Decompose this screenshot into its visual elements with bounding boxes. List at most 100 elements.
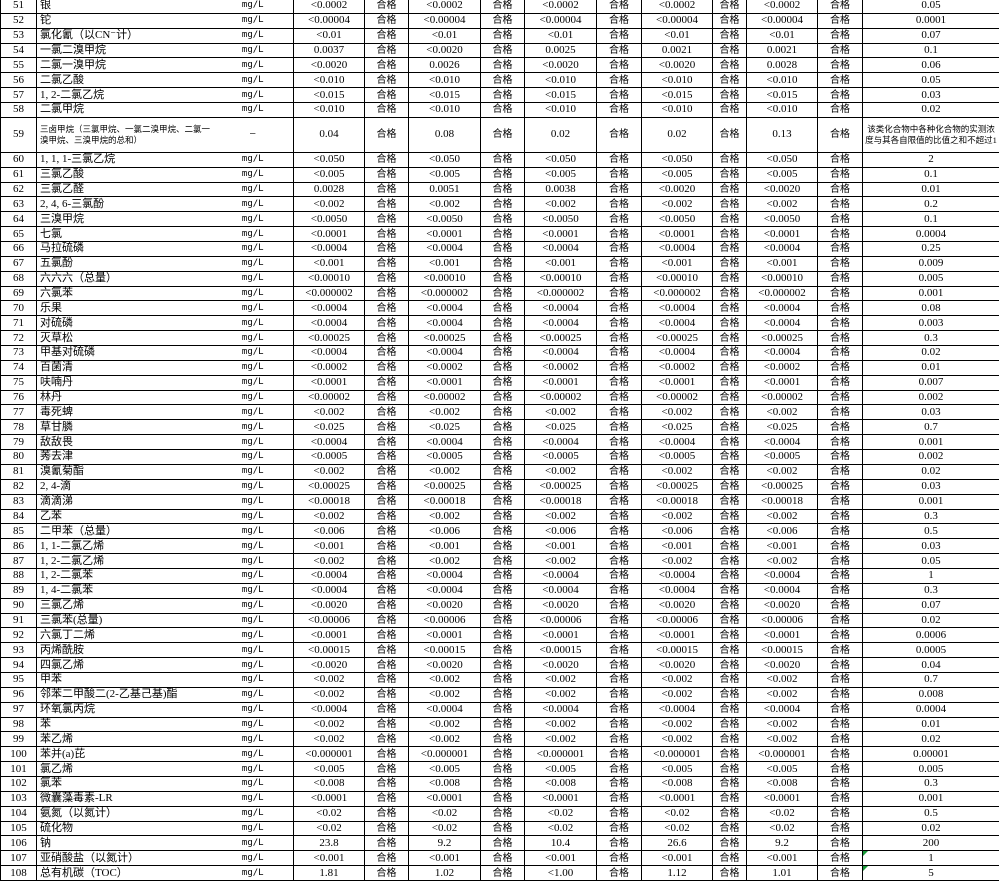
- measured-value-cell: <0.002: [293, 463, 365, 480]
- row-number-cell: 83: [0, 493, 37, 510]
- limit-value-cell: 0.3: [862, 775, 999, 792]
- item-name-cell: 氯苯: [36, 775, 213, 792]
- result-cell: 合格: [712, 285, 747, 302]
- limit-value-cell: 0.3: [862, 508, 999, 525]
- measured-value-cell: <0.02: [746, 805, 818, 822]
- result-cell: 合格: [712, 582, 747, 599]
- result-cell: 合格: [596, 87, 642, 104]
- item-name-cell: 三卤甲烷（三氯甲烷、一氯二溴甲烷、二氯一溴甲烷、三溴甲烷的总和）: [36, 116, 213, 153]
- measured-value-cell: <0.002: [524, 716, 597, 733]
- result-cell: 合格: [596, 627, 642, 644]
- measured-value-cell: <0.002: [408, 716, 481, 733]
- measured-value-cell: <0.002: [746, 196, 818, 213]
- item-name-cell: 苯并(a)芘: [36, 746, 213, 763]
- measured-value-cell: <0.0050: [746, 211, 818, 228]
- result-cell: 合格: [712, 241, 747, 257]
- result-cell: 合格: [712, 761, 747, 777]
- measured-value-cell: <0.00006: [293, 612, 365, 629]
- row-number-cell: 71: [0, 315, 37, 332]
- result-cell: 合格: [712, 820, 747, 837]
- result-cell: 合格: [712, 463, 747, 480]
- measured-value-cell: <0.0020: [524, 57, 597, 74]
- limit-value-cell: 1: [862, 850, 999, 867]
- measured-value-cell: <0.0004: [524, 567, 597, 584]
- limit-value-text: 0.005: [918, 272, 944, 285]
- result-cell: 合格: [596, 850, 642, 867]
- limit-value-text: 0.0005: [915, 643, 947, 656]
- unit-cell: mg/L: [212, 716, 294, 733]
- measured-value-cell: <0.02: [524, 805, 597, 822]
- row-number-cell: 92: [0, 627, 37, 644]
- limit-value-cell: 0.03: [862, 478, 999, 495]
- result-cell: 合格: [817, 805, 863, 822]
- table-row: 66 马拉硫磷 mg/L <0.0004 合格 <0.0004 合格 <0.0004 合格 <0.…: [0, 241, 999, 257]
- measured-value-cell: <0.002: [641, 553, 713, 569]
- result-cell: 合格: [480, 374, 525, 391]
- measured-value-cell: <0.0004: [293, 582, 365, 599]
- table-row: 95 甲苯 mg/L <0.002 合格 <0.002 合格 <0.002 合格 <0.002 合格…: [0, 671, 999, 688]
- measured-value-cell: <0.002: [524, 671, 597, 688]
- table-row: 63 2, 4, 6-三氯酚 mg/L <0.002 合格 <0.002 合格 <0.002 合…: [0, 196, 999, 213]
- result-cell: 合格: [364, 87, 409, 104]
- measured-value-cell: <0.00002: [524, 389, 597, 406]
- result-cell: 合格: [817, 404, 863, 421]
- result-cell: 合格: [712, 27, 747, 44]
- result-cell: 合格: [364, 463, 409, 480]
- row-number-cell: 64: [0, 211, 37, 228]
- row-number-cell: 59: [0, 116, 37, 153]
- measured-value-cell: <0.001: [524, 850, 597, 867]
- measured-value-cell: <0.0004: [408, 241, 481, 257]
- measured-value-cell: <0.0001: [746, 374, 818, 391]
- row-number-cell: 75: [0, 374, 37, 391]
- measured-value-cell: <0.008: [408, 775, 481, 792]
- unit-cell: mg/L: [212, 151, 294, 168]
- item-name-cell: 滴滴涕: [36, 493, 213, 510]
- measured-value-cell: <0.0004: [641, 701, 713, 718]
- measured-value-cell: <0.050: [408, 151, 481, 168]
- limit-value-text: 该类化合物中各种化合物的实测浓度与其各自限值的比值之和不超过1: [865, 123, 997, 145]
- result-cell: 合格: [596, 330, 642, 347]
- result-cell: 合格: [596, 434, 642, 451]
- result-cell: 合格: [596, 805, 642, 822]
- measured-value-cell: 1.81: [293, 865, 365, 881]
- unit-cell: mg/L: [212, 196, 294, 213]
- result-cell: 合格: [480, 87, 525, 104]
- measured-value-cell: <0.0004: [408, 567, 481, 584]
- result-cell: 合格: [817, 850, 863, 867]
- row-number-cell: 74: [0, 359, 37, 376]
- limit-value-text: 0.0004: [915, 227, 947, 240]
- unit-cell: mg/L: [212, 686, 294, 703]
- limit-value-text: 0.01: [921, 361, 941, 374]
- limit-value-text: 0.009: [918, 257, 944, 270]
- table-row: 74 百菌清 mg/L <0.0002 合格 <0.0002 合格 <0.0002 合格 <0.0…: [0, 359, 999, 376]
- result-cell: 合格: [596, 582, 642, 599]
- limit-value-cell: 0.007: [862, 374, 999, 391]
- result-cell: 合格: [817, 835, 863, 852]
- limit-value-cell: 0.002: [862, 449, 999, 465]
- measured-value-cell: <0.0001: [524, 790, 597, 807]
- unit-cell: mg/L: [212, 330, 294, 347]
- result-cell: 合格: [480, 805, 525, 822]
- result-cell: 合格: [480, 404, 525, 421]
- result-cell: 合格: [817, 57, 863, 74]
- measured-value-cell: 9.2: [746, 835, 818, 852]
- table-row: 68 六六六（总量） mg/L <0.00010 合格 <0.00010 合格 <0.0001…: [0, 270, 999, 287]
- result-cell: 合格: [480, 657, 525, 673]
- item-name-cell: 银: [36, 0, 213, 14]
- measured-value-cell: <0.0004: [408, 345, 481, 361]
- result-cell: 合格: [364, 27, 409, 44]
- measured-value-cell: <0.00004: [408, 12, 481, 29]
- result-cell: 合格: [817, 27, 863, 44]
- table-row: 106 钠 mg/L 23.8 合格 9.2 合格 10.4 合格 26.6 合格 9.2 合格 200: [0, 835, 999, 852]
- measured-value-cell: <0.010: [746, 72, 818, 89]
- table-row: 91 三氯苯(总量) mg/L <0.00006 合格 <0.00006 合格 <0.0000…: [0, 612, 999, 629]
- limit-value-text: 0.03: [921, 480, 941, 493]
- measured-value-cell: <0.02: [641, 805, 713, 822]
- result-cell: 合格: [596, 657, 642, 673]
- result-cell: 合格: [480, 642, 525, 659]
- measured-value-cell: <0.000001: [408, 746, 481, 763]
- measured-value-cell: <0.050: [524, 151, 597, 168]
- item-name-cell: 对硫磷: [36, 315, 213, 332]
- result-cell: 合格: [712, 166, 747, 183]
